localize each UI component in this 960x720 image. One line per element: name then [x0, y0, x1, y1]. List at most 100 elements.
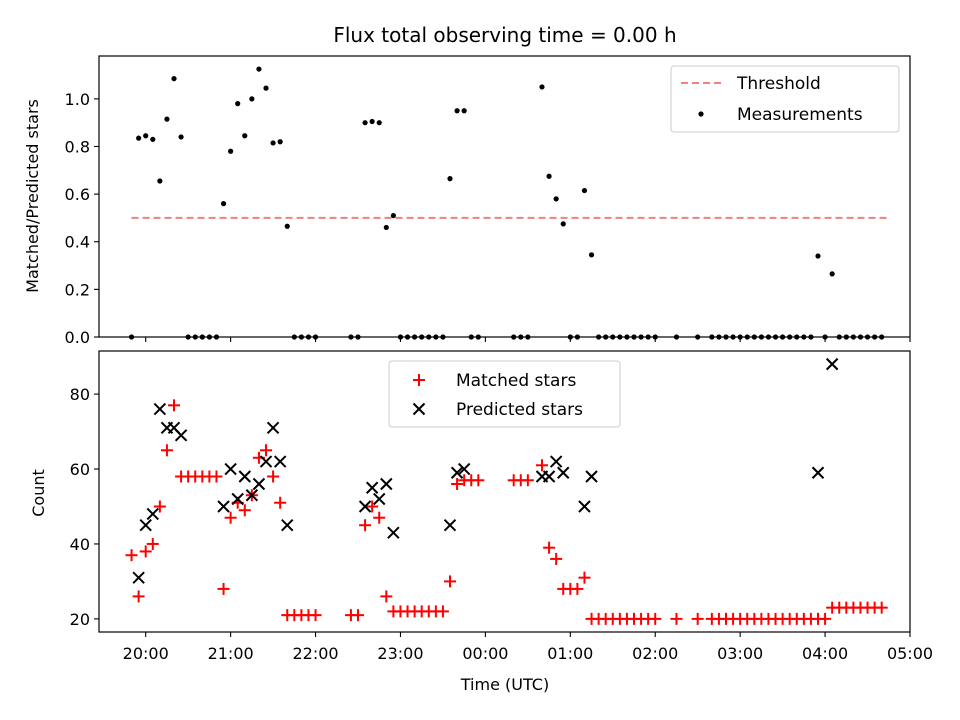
legend-measurements-label: Measurements [737, 105, 863, 125]
ratio-legend: Threshold Measurements [670, 65, 900, 133]
ratio-y-axis-label: Matched/Predicted stars [23, 99, 42, 293]
predicted-star-point [443, 519, 457, 532]
ratio-y-tick-label: 0.2 [65, 280, 90, 299]
predicted-star-point [380, 477, 393, 491]
x-tick-label: 05:00 [887, 644, 933, 663]
matched-star-point [649, 612, 662, 625]
matched-star-point [578, 571, 591, 584]
predicted-star-point [358, 500, 372, 513]
predicted-star-point [281, 519, 294, 532]
predicted-star-point [549, 455, 563, 468]
matched-star-point [168, 399, 181, 412]
ratio-legend-box [670, 65, 900, 133]
count-marks [125, 357, 888, 625]
predicted-star-point [450, 466, 464, 479]
predicted-star-point [557, 466, 570, 479]
predicted-star-point [365, 481, 379, 494]
ratio-y-tick-label: 0.6 [65, 185, 90, 204]
predicted-star-point [132, 571, 145, 584]
count-y-tick-label: 60 [70, 460, 90, 479]
matched-star-point [373, 511, 386, 524]
measurement-point [235, 101, 241, 107]
legend-measurements-swatch [698, 111, 704, 117]
measurement-point [249, 96, 255, 102]
predicted-star-point [259, 455, 273, 468]
count-legend-box [388, 360, 621, 428]
predicted-star-point [273, 455, 287, 468]
matched-star-point [571, 582, 584, 595]
ratio-y-tick-label: 0.4 [65, 233, 90, 252]
count-axes: 20 40 60 80 20:00 21:00 22:00 23:00 00:00 01:00 02… [70, 350, 933, 663]
measurement-point [461, 108, 467, 114]
measurement-point [369, 118, 375, 125]
measurement-point [390, 212, 396, 219]
matched-star-point [550, 552, 563, 565]
predicted-star-point [174, 429, 188, 442]
predicted-star-point [238, 470, 251, 483]
measurement-point [447, 176, 453, 182]
matched-star-point [125, 549, 138, 562]
matched-star-point [153, 500, 166, 513]
measurement-point [143, 133, 149, 139]
x-tick-label: 00:00 [462, 644, 508, 663]
matched-star-point [380, 590, 393, 603]
predicted-star-point [542, 470, 556, 483]
measurement-point [256, 66, 262, 72]
matched-star-point [267, 470, 280, 483]
measurement-point [157, 178, 163, 184]
measurement-point [178, 134, 184, 140]
x-tick-label: 02:00 [632, 644, 678, 663]
chart-title: Flux total observing time = 0.00 h [333, 23, 676, 47]
x-tick-label: 01:00 [547, 644, 593, 663]
measurement-point [539, 84, 545, 90]
legend-threshold-label: Threshold [736, 74, 821, 94]
predicted-star-point [266, 421, 280, 435]
measurement-point [546, 173, 552, 179]
measurement-point [588, 252, 595, 258]
measurement-point [277, 139, 283, 145]
measurement-point [362, 120, 368, 126]
measurement-point [560, 221, 566, 227]
legend-matched-swatch [413, 374, 425, 386]
matched-star-point [521, 474, 534, 487]
measurement-point [164, 116, 170, 122]
ratio-y-tick-label: 0.0 [65, 328, 90, 347]
matched-star-point [160, 444, 173, 457]
matched-star-point [670, 612, 683, 625]
predicted-star-point [146, 507, 159, 521]
matched-star-point [210, 470, 223, 483]
x-axis-label: Time (UTC) [460, 675, 549, 694]
legend-predicted-label: Predicted stars [456, 400, 583, 420]
matched-star-point [217, 582, 230, 595]
count-y-axis-label: Count [29, 469, 48, 517]
matched-star-point [436, 605, 449, 618]
matched-star-point [146, 537, 159, 550]
legend-matched-label: Matched stars [456, 371, 576, 391]
x-tick-label: 03:00 [717, 644, 763, 663]
matched-star-point [238, 504, 251, 517]
measurement-point [815, 253, 821, 259]
count-panel: 20 40 60 80 20:00 21:00 22:00 23:00 00:00 01:00 02… [29, 350, 933, 663]
measurement-point [136, 135, 142, 141]
matched-star-point [260, 444, 273, 457]
matched-star-point [309, 609, 322, 622]
predicted-star-point [139, 519, 152, 532]
measurement-point [829, 271, 835, 277]
matched-star-point [472, 474, 485, 487]
count-y-tick-label: 20 [70, 610, 90, 629]
measurement-point [376, 120, 382, 126]
predicted-star-point [585, 470, 598, 483]
measurement-point [284, 223, 290, 229]
predicted-star-point [387, 526, 400, 539]
predicted-star-point [252, 477, 266, 491]
predicted-star-point [578, 500, 591, 513]
predicted-star-point [153, 402, 167, 416]
matched-star-point [444, 575, 457, 588]
predicted-star-point [811, 466, 825, 479]
count-y-tick-label: 80 [70, 385, 90, 404]
count-y-tick-label: 40 [70, 535, 90, 554]
count-legend: Matched stars Predicted stars [388, 360, 621, 428]
measurement-point [454, 108, 460, 114]
measurement-point [171, 76, 177, 82]
